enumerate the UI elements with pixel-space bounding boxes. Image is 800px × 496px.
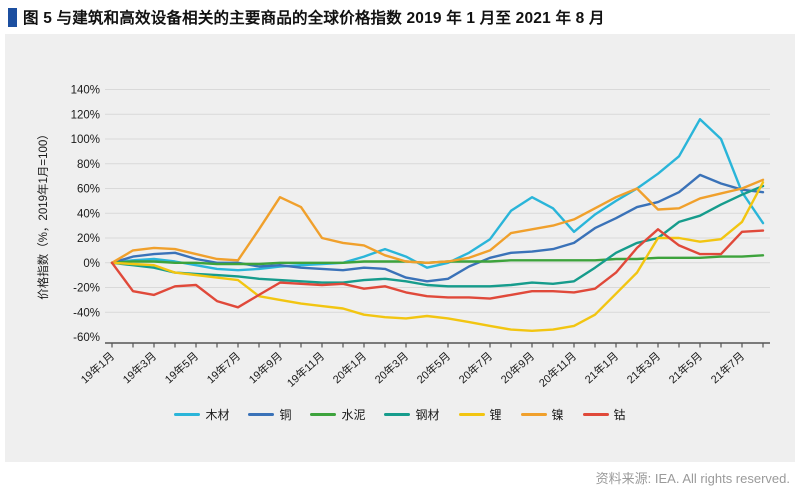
legend-swatch-copper bbox=[248, 413, 275, 416]
x-tick-label: 21年1月 bbox=[582, 349, 621, 386]
legend-label-steel: 钢材 bbox=[415, 408, 440, 422]
legend-label-cement: 水泥 bbox=[341, 408, 366, 422]
y-tick-label: 60% bbox=[77, 184, 100, 196]
chart-legend: 木材 铜 水泥 钢材 锂 镍 钴 bbox=[5, 406, 795, 423]
series-line-nickel bbox=[110, 178, 765, 265]
legend-swatch-steel bbox=[384, 413, 411, 416]
x-tick-label: 20年1月 bbox=[330, 349, 369, 386]
x-tick-label: 19年1月 bbox=[78, 349, 117, 386]
legend-label-cobalt: 钴 bbox=[613, 408, 626, 422]
legend-item-lumber: 木材 bbox=[174, 406, 229, 423]
legend-item-steel: 钢材 bbox=[384, 406, 440, 423]
legend-swatch-cobalt bbox=[582, 413, 609, 416]
legend-swatch-lumber bbox=[174, 413, 201, 416]
y-tick-label: 140% bbox=[71, 85, 100, 97]
x-tick-label: 20年3月 bbox=[372, 349, 411, 386]
x-tick-label: 21年7月 bbox=[708, 349, 747, 386]
legend-swatch-cement bbox=[310, 413, 337, 416]
x-tick-label: 21年5月 bbox=[666, 349, 705, 386]
legend-item-nickel: 镍 bbox=[520, 406, 564, 423]
x-tick-label: 21年3月 bbox=[624, 349, 663, 386]
x-tick-label: 20年7月 bbox=[456, 349, 495, 386]
page-title: 图 5 与建筑和高效设备相关的主要商品的全球价格指数 2019 年 1 月至 2… bbox=[23, 10, 605, 27]
y-tick-label: -20% bbox=[73, 283, 100, 295]
legend-label-lithium: 锂 bbox=[489, 408, 502, 422]
y-tick-label: 20% bbox=[77, 233, 100, 245]
legend-label-lumber: 木材 bbox=[205, 408, 230, 422]
legend-item-cobalt: 钴 bbox=[582, 406, 626, 423]
price-index-line-chart: -60% -40% -20% 0% 20% 40% 60% 80% 100% 120% 140% 价格… bbox=[36, 85, 770, 390]
series-line-copper bbox=[110, 173, 765, 283]
y-tick-label: 120% bbox=[71, 109, 100, 121]
legend-item-lithium: 锂 bbox=[458, 406, 502, 423]
y-tick-label: 100% bbox=[71, 134, 100, 146]
y-tick-label: 80% bbox=[77, 159, 100, 171]
series-line-lithium bbox=[110, 181, 765, 332]
y-tick-label: -40% bbox=[73, 307, 100, 319]
legend-swatch-lithium bbox=[458, 413, 485, 416]
chart-panel: -60% -40% -20% 0% 20% 40% 60% 80% 100% 120% 140% 价格… bbox=[5, 34, 795, 462]
x-tick-label: 20年9月 bbox=[498, 349, 537, 386]
legend-label-copper: 铜 bbox=[279, 408, 292, 422]
x-tick-label: 19年9月 bbox=[246, 349, 285, 386]
source-note: 资料来源: IEA. All rights reserved. bbox=[595, 471, 790, 486]
series-line-cobalt bbox=[110, 228, 765, 309]
y-tick-label: -60% bbox=[73, 332, 100, 344]
y-tick-label: 40% bbox=[77, 208, 100, 220]
x-tick-label: 20年5月 bbox=[414, 349, 453, 386]
legend-label-nickel: 镍 bbox=[551, 408, 564, 422]
title-marker-bar bbox=[8, 7, 17, 27]
legend-item-cement: 水泥 bbox=[310, 406, 365, 423]
series-line-steel bbox=[110, 184, 765, 288]
x-tick-label: 19年11月 bbox=[284, 349, 327, 390]
x-tick-label: 19年7月 bbox=[204, 349, 243, 386]
x-tick-label: 20年11月 bbox=[536, 349, 579, 390]
legend-swatch-nickel bbox=[520, 413, 547, 416]
y-tick-label: 0% bbox=[83, 258, 100, 270]
x-tick-label: 19年5月 bbox=[162, 349, 201, 386]
series-line-lumber bbox=[110, 117, 765, 272]
figure-title-bar: 图 5 与建筑和高效设备相关的主要商品的全球价格指数 2019 年 1 月至 2… bbox=[8, 6, 605, 28]
x-tick-label: 19年3月 bbox=[120, 349, 159, 386]
y-axis-label: 价格指数（%，2019年1月=100） bbox=[36, 128, 50, 300]
legend-item-copper: 铜 bbox=[248, 406, 291, 423]
